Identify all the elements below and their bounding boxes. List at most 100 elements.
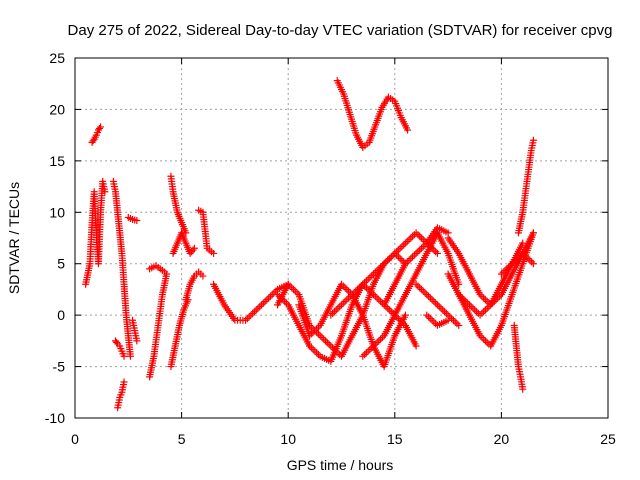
data-point bbox=[320, 335, 328, 343]
data-point bbox=[412, 342, 420, 350]
data-point bbox=[359, 352, 367, 360]
data-point bbox=[423, 291, 431, 299]
data-point bbox=[425, 313, 433, 321]
series-arc-26 bbox=[444, 239, 527, 319]
y-tick-label: 25 bbox=[49, 50, 65, 66]
data-point bbox=[412, 229, 420, 237]
series-arc-14 bbox=[195, 206, 218, 257]
x-tick-label: 15 bbox=[387, 431, 403, 447]
data-point bbox=[403, 237, 411, 245]
data-point bbox=[245, 313, 253, 321]
data-point bbox=[417, 234, 425, 242]
data-point bbox=[446, 313, 454, 321]
data-point bbox=[362, 349, 370, 357]
data-point bbox=[409, 253, 417, 261]
data-point bbox=[401, 311, 409, 319]
data-point bbox=[396, 255, 404, 263]
data-point bbox=[439, 306, 447, 314]
x-axis-label: GPS time / hours bbox=[287, 457, 394, 473]
series-arc-6 bbox=[124, 213, 141, 225]
series-arc-22 bbox=[380, 224, 452, 309]
data-point bbox=[385, 306, 393, 314]
data-point bbox=[133, 217, 141, 225]
series-arc-2 bbox=[88, 123, 105, 146]
data-point bbox=[336, 303, 344, 311]
data-point bbox=[483, 297, 491, 305]
y-tick-label: 5 bbox=[57, 256, 65, 272]
series-arc-29 bbox=[510, 321, 527, 393]
data-point bbox=[256, 303, 264, 311]
x-tick-label: 20 bbox=[494, 431, 510, 447]
series-arc-12 bbox=[169, 229, 198, 257]
data-point bbox=[375, 296, 383, 304]
data-point bbox=[444, 316, 452, 324]
data-point bbox=[338, 301, 345, 309]
data-point bbox=[394, 253, 402, 261]
data-point bbox=[416, 246, 424, 254]
data-point bbox=[481, 337, 489, 345]
data-point bbox=[243, 315, 251, 323]
y-tick-label: 20 bbox=[49, 101, 65, 117]
data-point bbox=[161, 268, 169, 276]
data-point bbox=[414, 231, 422, 239]
data-point bbox=[425, 292, 433, 300]
series-arc-28 bbox=[497, 249, 537, 278]
data-point bbox=[412, 249, 420, 257]
data-point bbox=[316, 332, 324, 340]
data-point bbox=[259, 299, 267, 307]
data-point bbox=[343, 285, 351, 293]
data-point bbox=[190, 244, 198, 252]
series-arc-7 bbox=[129, 316, 141, 345]
data-point bbox=[323, 339, 331, 347]
data-point bbox=[391, 249, 399, 257]
x-tick-label: 5 bbox=[178, 431, 186, 447]
y-tick-label: 10 bbox=[49, 204, 65, 220]
data-point bbox=[210, 249, 218, 257]
grid bbox=[75, 58, 608, 418]
series-arc-9 bbox=[146, 262, 169, 276]
data-point bbox=[419, 287, 427, 295]
data-point bbox=[393, 248, 401, 256]
data-point bbox=[291, 287, 299, 295]
data-point bbox=[375, 337, 383, 345]
data-point bbox=[265, 294, 273, 302]
data-point bbox=[311, 327, 319, 335]
data-point bbox=[478, 309, 486, 317]
data-point bbox=[433, 301, 441, 309]
y-tick-label: 0 bbox=[57, 307, 65, 323]
data-point bbox=[529, 229, 537, 237]
series-arc-3 bbox=[109, 177, 134, 360]
data-point bbox=[414, 282, 422, 290]
chart-title: Day 275 of 2022, Sidereal Day-to-day VTE… bbox=[68, 22, 613, 39]
series-arc-24 bbox=[423, 311, 452, 329]
data-point bbox=[417, 285, 425, 293]
data-point bbox=[313, 349, 321, 357]
series-arc-30 bbox=[514, 136, 537, 237]
data-point bbox=[473, 308, 481, 316]
data-point bbox=[430, 297, 438, 305]
data-point bbox=[387, 253, 395, 261]
data-point bbox=[396, 244, 404, 252]
data-point bbox=[96, 124, 104, 132]
data-point bbox=[405, 256, 413, 264]
plot-frame bbox=[74, 57, 609, 419]
data-point bbox=[529, 260, 537, 268]
y-tick-label: -5 bbox=[53, 359, 66, 375]
data-point bbox=[426, 294, 434, 302]
series-arc-11 bbox=[167, 172, 190, 237]
data-point bbox=[364, 275, 372, 283]
data-point bbox=[480, 308, 488, 316]
data-point bbox=[339, 299, 347, 307]
data-point bbox=[314, 330, 322, 338]
data-point bbox=[377, 297, 385, 305]
series-arc-13 bbox=[182, 268, 207, 304]
y-axis: -10 -5 0 5 10 15 20 25 bbox=[45, 50, 608, 426]
data-point bbox=[341, 284, 349, 292]
data-point bbox=[309, 328, 317, 336]
data-point bbox=[432, 320, 440, 328]
data-point bbox=[441, 308, 449, 316]
series-arc-4 bbox=[112, 337, 128, 360]
data-point bbox=[364, 347, 372, 355]
data-point bbox=[426, 315, 434, 323]
